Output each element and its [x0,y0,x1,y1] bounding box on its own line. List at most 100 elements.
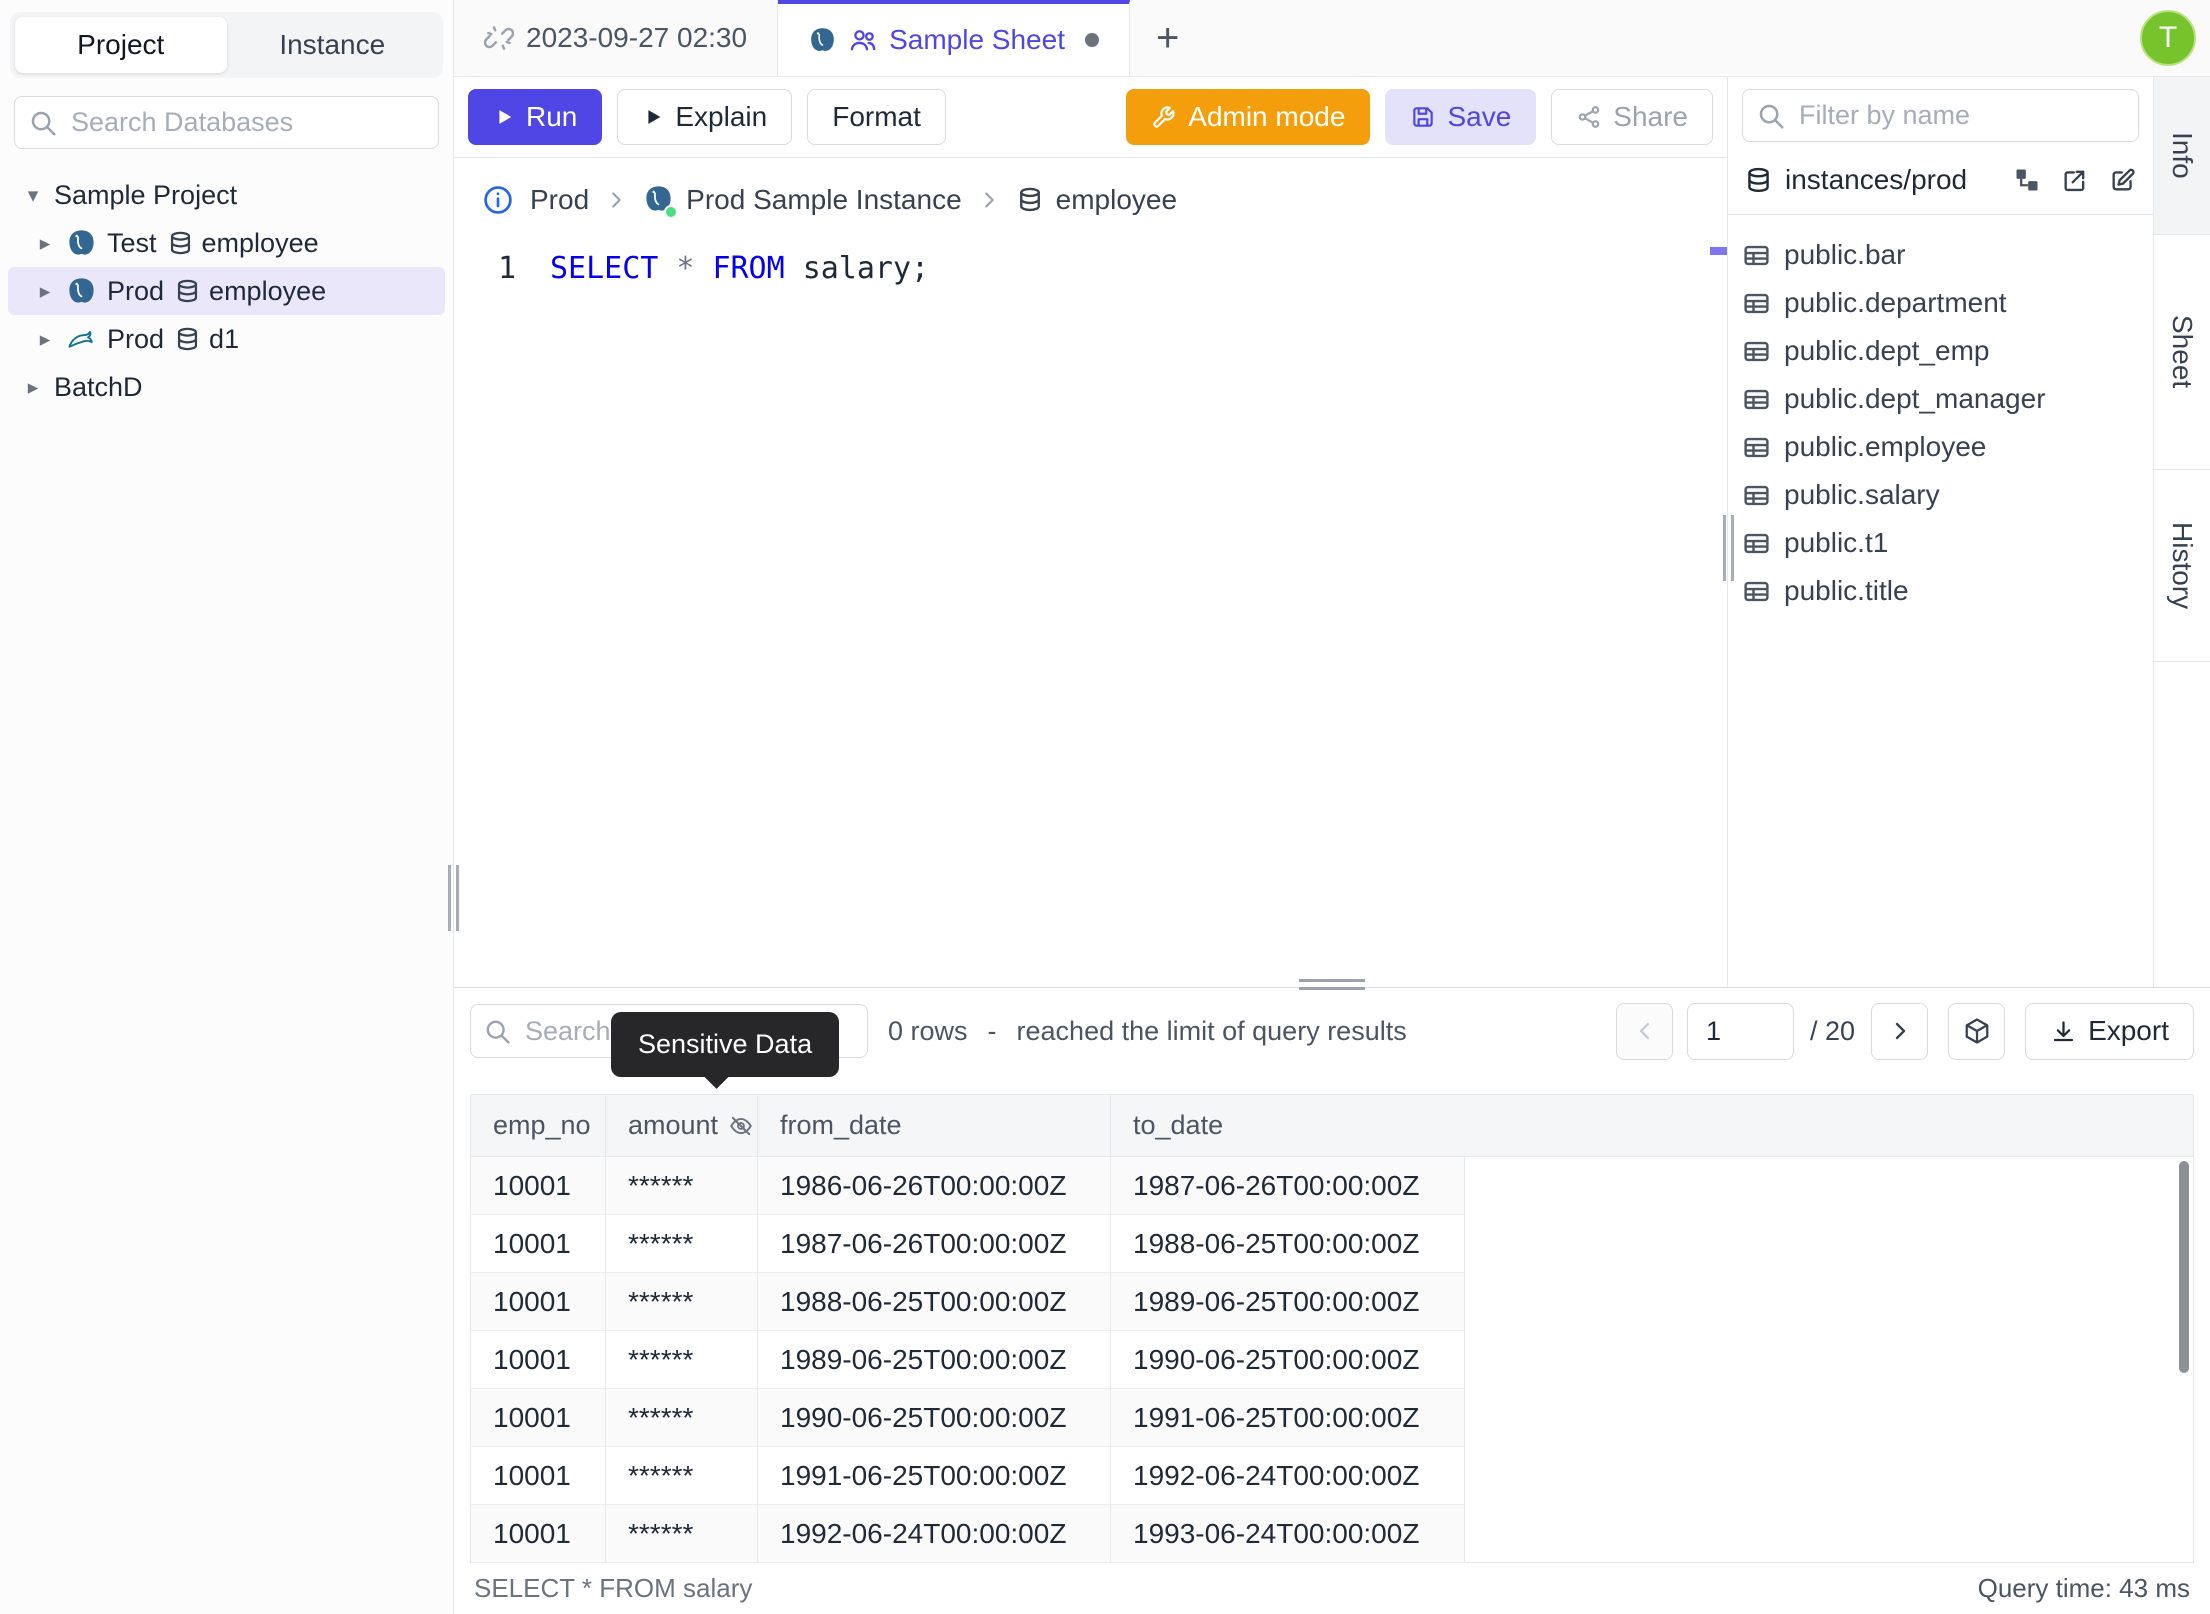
admin-mode-button[interactable]: Admin mode [1126,89,1371,145]
breadcrumb-database[interactable]: employee [1016,184,1177,216]
external-link-icon[interactable] [2061,166,2089,194]
run-button[interactable]: Run [468,89,603,145]
project-label: Sample Project [54,179,238,210]
table-item[interactable]: public.salary [1742,471,2139,519]
table-item[interactable]: public.dept_manager [1742,375,2139,423]
caret-down-icon[interactable]: ▾ [27,183,39,207]
results-table-data: emp_no amount from_date to_date 10001 **… [471,1095,1465,1563]
dash-separator: - [987,1015,997,1046]
search-databases-input[interactable] [14,96,439,149]
left-panel-resize-handle[interactable] [443,865,463,931]
filter-by-name-input[interactable] [1742,89,2139,142]
line-number: 1 [497,251,516,286]
table-item[interactable]: public.department [1742,279,2139,327]
column-header[interactable]: from_date [758,1095,1111,1157]
breadcrumb-instance[interactable]: Prod Sample Instance [643,184,962,219]
table-row[interactable]: 10001 ****** 1992-06-24T00:00:00Z 1993-0… [471,1505,1465,1563]
column-header[interactable]: amount [606,1095,758,1157]
table-row[interactable]: 10001 ****** 1989-06-25T00:00:00Z 1990-0… [471,1331,1465,1389]
project-label: BatchD [54,371,143,402]
share-button[interactable]: Share [1551,89,1713,145]
explain-button[interactable]: Explain [617,89,793,145]
tab-sample-sheet[interactable]: Sample Sheet [778,0,1130,76]
new-tab-button[interactable]: + [1155,15,1180,60]
main-area: 2023-09-27 02:30 Sample Sheet + T [447,0,2210,1614]
next-page-button[interactable] [1871,1002,1929,1060]
table-scrollbar-thumb[interactable] [2179,1161,2189,1373]
vtab-info[interactable]: Info [2154,77,2210,235]
eye-off-icon[interactable] [728,1113,754,1139]
sidebar-mode-switch: Project Instance [10,12,443,78]
vtab-history[interactable]: History [2154,470,2210,662]
page-number-input[interactable] [1687,1002,1795,1060]
tree-item-sample-project[interactable]: ▾ Sample Project [8,171,445,219]
query-time: Query time: 43 ms [1977,1573,2190,1603]
table-icon [1742,433,1771,462]
database-icon [1016,186,1044,214]
table-row[interactable]: 10001 ****** 1988-06-25T00:00:00Z 1989-0… [471,1273,1465,1331]
executed-query: SELECT * FROM salary [474,1573,753,1603]
table-item[interactable]: public.t1 [1742,519,2139,567]
table-row[interactable]: 10001 ****** 1990-06-25T00:00:00Z 1991-0… [471,1389,1465,1447]
avatar[interactable]: T [2140,10,2196,66]
right-panel-resize-handle[interactable] [1718,515,1738,581]
table-row[interactable]: 10001 ****** 1986-06-26T00:00:00Z 1987-0… [471,1157,1465,1215]
info-circle-icon[interactable] [482,184,514,216]
chevron-right-icon [1888,1019,1912,1043]
column-header[interactable]: emp_no [471,1095,606,1157]
database-icon [1744,166,1773,195]
rows-count: 0 rows [888,1015,968,1046]
masked-cell: ****** [606,1447,758,1505]
masked-cell: ****** [606,1273,758,1331]
cube-icon [1962,1016,1992,1046]
db-name: employee [174,276,326,307]
tree-item-test-employee[interactable]: ▸ Test employee [8,219,445,267]
tab-instance[interactable]: Instance [279,29,386,60]
table-icon [1742,577,1771,606]
export-button[interactable]: Export [2025,1002,2194,1060]
table-icon [1742,337,1771,366]
vtab-sheet[interactable]: Sheet [2154,235,2210,470]
table-item[interactable]: public.employee [1742,423,2139,471]
table-row[interactable]: 10001 ****** 1991-06-25T00:00:00Z 1992-0… [471,1447,1465,1505]
db-name: d1 [174,324,239,355]
tab-adhoc-sheet[interactable]: 2023-09-27 02:30 [454,0,779,76]
edit-icon[interactable] [2109,166,2137,194]
save-button[interactable]: Save [1385,89,1537,145]
caret-right-icon[interactable]: ▸ [39,279,51,303]
caret-right-icon[interactable]: ▸ [39,231,51,255]
table-item[interactable]: public.bar [1742,231,2139,279]
results-resize-handle[interactable] [1299,979,1365,990]
schema-header: instances/prod [1728,142,2153,215]
table-row[interactable]: 10001 ****** 1987-06-26T00:00:00Z 1988-0… [471,1215,1465,1273]
project-tree: ▾ Sample Project ▸ Test employee ▸ [8,171,445,411]
format-button[interactable]: Format [807,89,946,145]
sql-editor[interactable]: 1 SELECT * FROM salary; [454,241,1727,987]
tree-item-prod-d1[interactable]: ▸ Prod d1 [8,315,445,363]
prev-page-button[interactable] [1616,1002,1674,1060]
masked-cell: ****** [606,1215,758,1273]
tree-item-batchd[interactable]: ▸ BatchD [8,363,445,411]
database-icon [174,326,201,353]
rows-info: 0 rows - reached the limit of query resu… [888,1016,1407,1047]
caret-right-icon[interactable]: ▸ [39,327,51,351]
limit-note: reached the limit of query results [1016,1015,1407,1046]
tab-project[interactable]: Project [15,17,227,73]
table-item[interactable]: public.dept_emp [1742,327,2139,375]
pagination: / 20 Export [1616,1002,2194,1060]
results-toolbar: 0 rows - reached the limit of query resu… [454,988,2210,1077]
tab-label: Sample Sheet [889,24,1065,55]
masked-cell: ****** [606,1331,758,1389]
data-mask-button[interactable] [1948,1002,2006,1060]
team-icon [849,26,877,54]
caret-right-icon[interactable]: ▸ [27,375,39,399]
tree-item-prod-employee[interactable]: ▸ Prod employee [8,267,445,315]
chevron-left-icon [1633,1019,1657,1043]
schema-diagram-icon[interactable] [2013,166,2041,194]
sql-operator: * [676,251,695,286]
breadcrumb-env[interactable]: Prod [530,183,590,215]
table-item[interactable]: public.title [1742,567,2139,615]
breadcrumb: Prod Prod Sample Instance [454,158,1727,241]
column-header[interactable]: to_date [1111,1095,1465,1157]
